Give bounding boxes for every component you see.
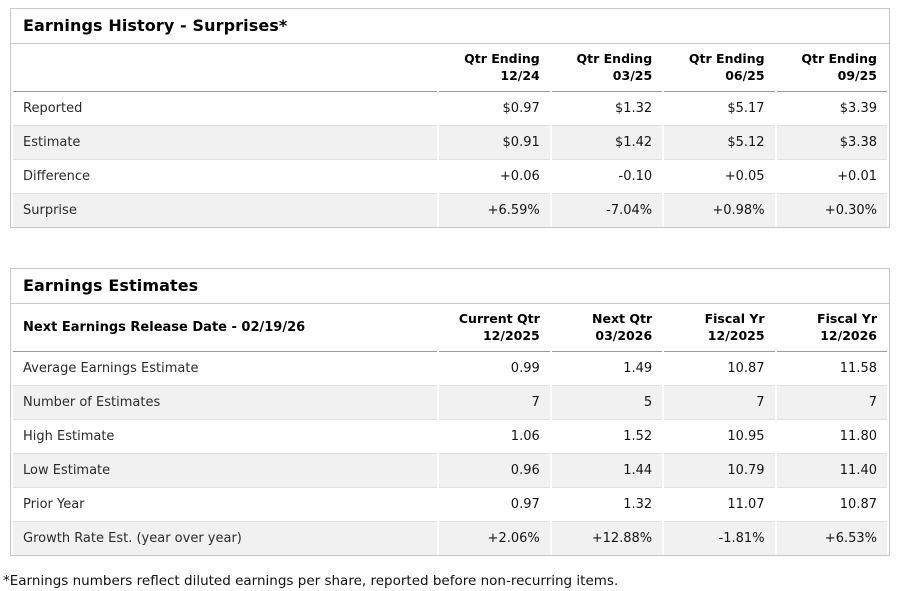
cell-value: 10.87 [664, 352, 775, 386]
cell-value: +0.98% [664, 194, 775, 227]
table-row-difference: Difference +0.06 -0.10 +0.05 +0.01 [13, 160, 887, 194]
cell-value: 1.06 [439, 420, 550, 454]
cell-value: 1.49 [551, 352, 663, 386]
cell-value: $0.97 [439, 92, 550, 126]
row-label: Low Estimate [13, 454, 438, 488]
cell-value: 0.99 [439, 352, 550, 386]
earnings-estimates-header-row: Next Earnings Release Date - 02/19/26 Cu… [13, 304, 887, 352]
cell-value: 0.96 [439, 454, 550, 488]
row-label: Difference [13, 160, 438, 194]
earnings-footnote: *Earnings numbers reflect diluted earnin… [3, 573, 619, 589]
row-label: Estimate [13, 126, 438, 160]
cell-value: +12.88% [551, 522, 663, 555]
column-header-qtr-0325: Qtr Ending 03/25 [551, 44, 663, 92]
column-header-next-qtr: Next Qtr 03/2026 [551, 304, 663, 352]
cell-value: 11.07 [664, 488, 775, 522]
cell-value: +6.53% [776, 522, 887, 555]
row-label: Number of Estimates [13, 386, 438, 420]
cell-value: 1.32 [551, 488, 663, 522]
row-label: Prior Year [13, 488, 438, 522]
earnings-estimates-table: Next Earnings Release Date - 02/19/26 Cu… [11, 304, 889, 555]
column-header-fiscal-yr-2026: Fiscal Yr 12/2026 [776, 304, 887, 352]
cell-value: +6.59% [439, 194, 550, 227]
cell-value: $3.38 [776, 126, 887, 160]
table-row-estimate: Estimate $0.91 $1.42 $5.12 $3.38 [13, 126, 887, 160]
cell-value: 7 [439, 386, 550, 420]
cell-value: $1.42 [551, 126, 663, 160]
table-row-low-estimate: Low Estimate 0.96 1.44 10.79 11.40 [13, 454, 887, 488]
row-label: Reported [13, 92, 438, 126]
cell-value: +0.05 [664, 160, 775, 194]
row-label: Average Earnings Estimate [13, 352, 438, 386]
cell-value: +0.06 [439, 160, 550, 194]
column-header-current-qtr: Current Qtr 12/2025 [439, 304, 550, 352]
earnings-estimates-card: Earnings Estimates Next Earnings Release… [10, 268, 890, 556]
cell-value: 10.87 [776, 488, 887, 522]
table-row-prior-year: Prior Year 0.97 1.32 11.07 10.87 [13, 488, 887, 522]
cell-value: +0.01 [776, 160, 887, 194]
table-row-high-estimate: High Estimate 1.06 1.52 10.95 11.80 [13, 420, 887, 454]
cell-value: 1.44 [551, 454, 663, 488]
cell-value: $0.91 [439, 126, 550, 160]
cell-value: 11.40 [776, 454, 887, 488]
column-header-qtr-0925: Qtr Ending 09/25 [776, 44, 887, 92]
cell-value: 11.58 [776, 352, 887, 386]
cell-value: -0.10 [551, 160, 663, 194]
table-row-average-earnings-estimate: Average Earnings Estimate 0.99 1.49 10.8… [13, 352, 887, 386]
cell-value: +0.30% [776, 194, 887, 227]
cell-value: -1.81% [664, 522, 775, 555]
earnings-history-title: Earnings History - Surprises* [11, 9, 889, 44]
cell-value: 11.80 [776, 420, 887, 454]
cell-value: -7.04% [551, 194, 663, 227]
earnings-history-header-row: Qtr Ending 12/24 Qtr Ending 03/25 Qtr En… [13, 44, 887, 92]
earnings-history-table: Qtr Ending 12/24 Qtr Ending 03/25 Qtr En… [11, 44, 889, 227]
cell-value: $1.32 [551, 92, 663, 126]
cell-value: 1.52 [551, 420, 663, 454]
earnings-history-header-spacer [13, 44, 438, 92]
column-header-qtr-1224: Qtr Ending 12/24 [439, 44, 550, 92]
cell-value: +2.06% [439, 522, 550, 555]
table-row-growth-rate-est: Growth Rate Est. (year over year) +2.06%… [13, 522, 887, 555]
row-label: Surprise [13, 194, 438, 227]
cell-value: 10.79 [664, 454, 775, 488]
cell-value: 0.97 [439, 488, 550, 522]
cell-value: 7 [776, 386, 887, 420]
earnings-estimates-title: Earnings Estimates [11, 269, 889, 304]
table-row-number-of-estimates: Number of Estimates 7 5 7 7 [13, 386, 887, 420]
cell-value: $5.17 [664, 92, 775, 126]
next-earnings-release-date: Next Earnings Release Date - 02/19/26 [13, 304, 438, 352]
column-header-qtr-0625: Qtr Ending 06/25 [664, 44, 775, 92]
cell-value: $3.39 [776, 92, 887, 126]
table-row-reported: Reported $0.97 $1.32 $5.17 $3.39 [13, 92, 887, 126]
row-label: High Estimate [13, 420, 438, 454]
earnings-history-surprises-card: Earnings History - Surprises* Qtr Ending… [10, 8, 890, 228]
cell-value: 10.95 [664, 420, 775, 454]
table-row-surprise: Surprise +6.59% -7.04% +0.98% +0.30% [13, 194, 887, 227]
column-header-fiscal-yr-2025: Fiscal Yr 12/2025 [664, 304, 775, 352]
cell-value: 5 [551, 386, 663, 420]
cell-value: 7 [664, 386, 775, 420]
row-label: Growth Rate Est. (year over year) [13, 522, 438, 555]
cell-value: $5.12 [664, 126, 775, 160]
